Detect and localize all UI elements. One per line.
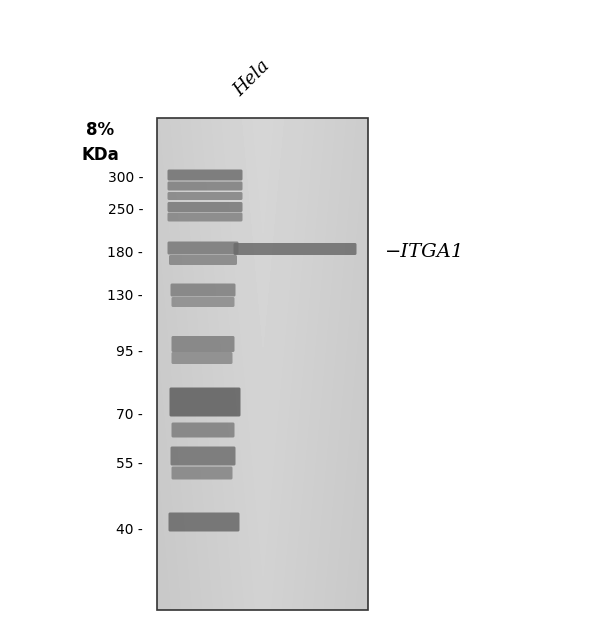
FancyBboxPatch shape	[167, 241, 239, 254]
Text: 300 -: 300 -	[107, 171, 143, 185]
FancyBboxPatch shape	[172, 352, 233, 364]
Text: −ITGA1: −ITGA1	[385, 243, 464, 261]
FancyBboxPatch shape	[170, 387, 241, 417]
FancyBboxPatch shape	[172, 336, 235, 352]
Text: 95 -: 95 -	[116, 345, 143, 359]
Text: 8%: 8%	[86, 121, 114, 139]
FancyBboxPatch shape	[172, 467, 233, 480]
FancyBboxPatch shape	[170, 446, 235, 465]
Text: 250 -: 250 -	[107, 203, 143, 217]
FancyBboxPatch shape	[167, 202, 242, 212]
Bar	[157, 118, 368, 610]
Text: 130 -: 130 -	[107, 289, 143, 303]
FancyBboxPatch shape	[167, 170, 242, 181]
Text: Hela: Hela	[230, 57, 274, 100]
FancyBboxPatch shape	[172, 297, 235, 307]
FancyBboxPatch shape	[170, 284, 235, 297]
FancyBboxPatch shape	[167, 192, 242, 200]
Text: KDa: KDa	[81, 146, 119, 164]
FancyBboxPatch shape	[167, 181, 242, 191]
FancyBboxPatch shape	[233, 243, 356, 255]
Text: 70 -: 70 -	[116, 408, 143, 422]
FancyBboxPatch shape	[169, 255, 237, 265]
FancyBboxPatch shape	[169, 513, 239, 532]
Text: 40 -: 40 -	[116, 523, 143, 537]
Text: 55 -: 55 -	[116, 457, 143, 471]
FancyBboxPatch shape	[172, 423, 235, 438]
FancyBboxPatch shape	[167, 212, 242, 222]
Text: 180 -: 180 -	[107, 246, 143, 260]
